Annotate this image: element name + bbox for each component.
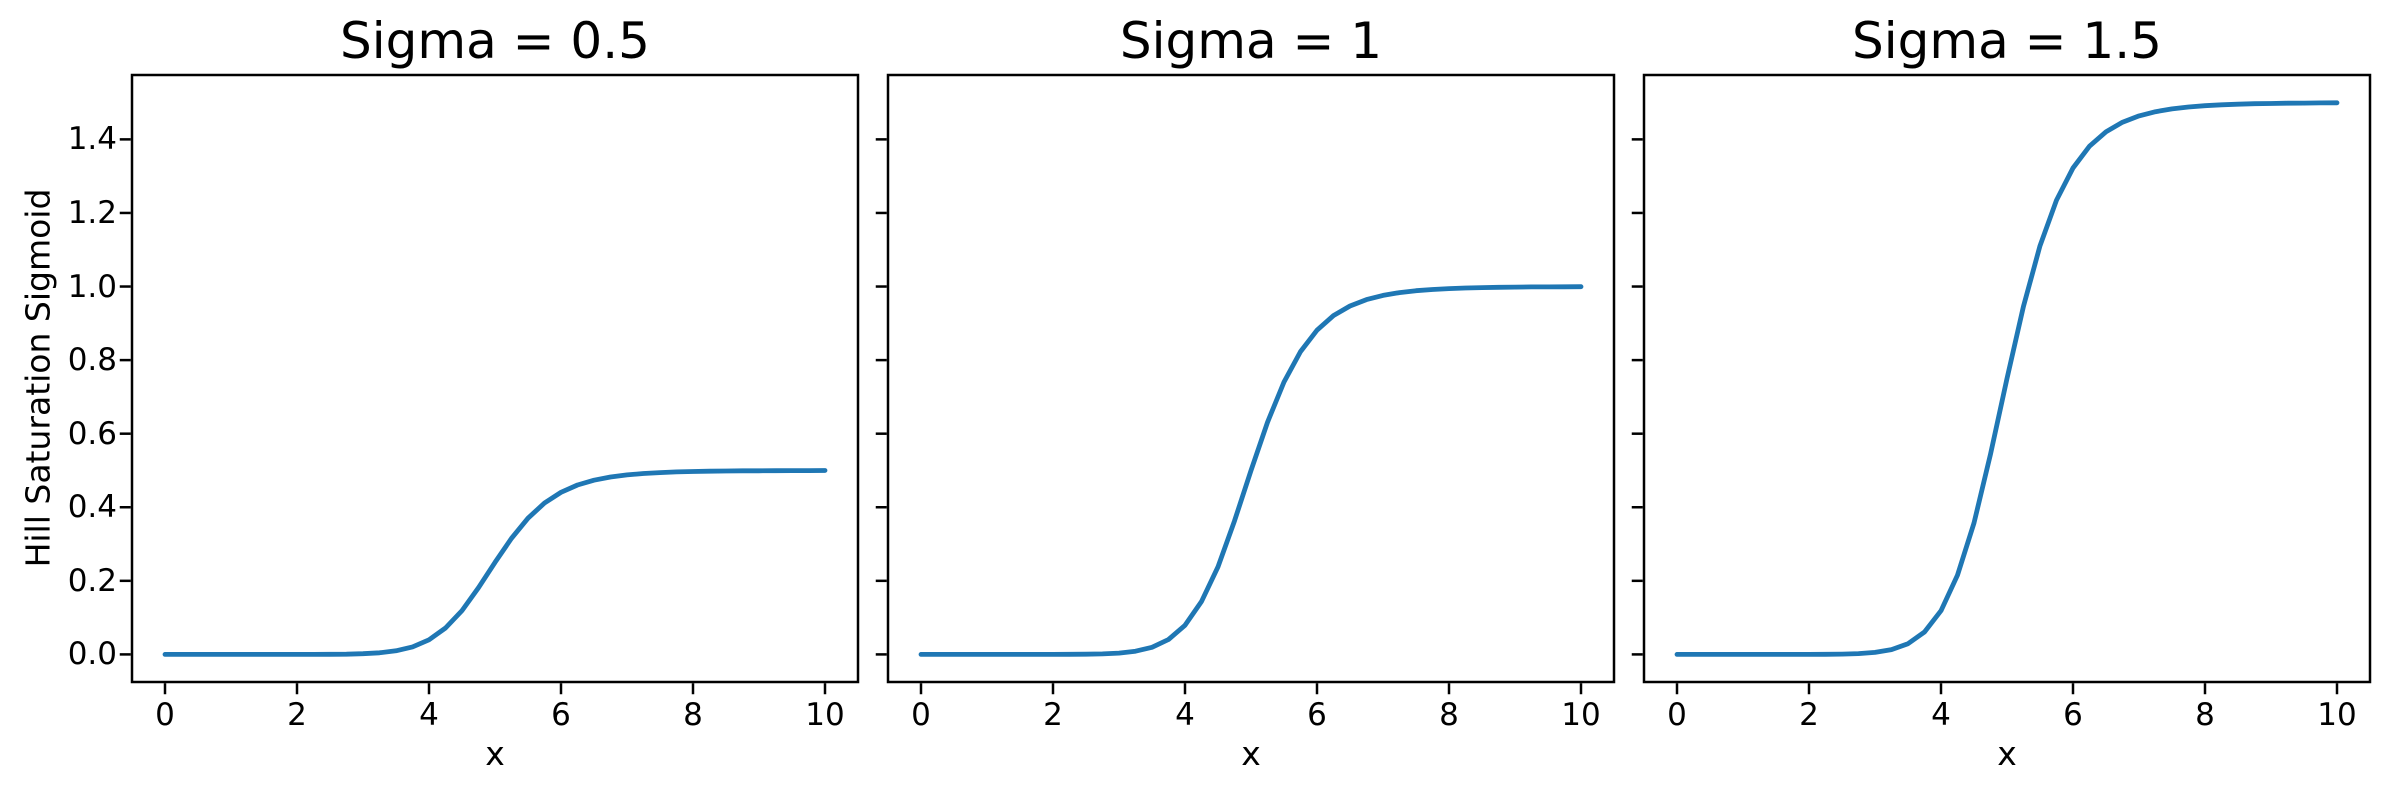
subplot-title: Sigma = 1 — [1119, 12, 1383, 70]
x-axis-label: x — [485, 734, 505, 773]
subplot-title: Sigma = 0.5 — [340, 12, 650, 70]
y-tick-label: 0.2 — [67, 562, 117, 599]
curve-line-sigma-0.5 — [162, 468, 828, 657]
x-tick-label: 10 — [805, 697, 845, 733]
y-tick-label: 1.0 — [67, 268, 117, 305]
plot-border — [130, 73, 860, 684]
x-tick-label: 2 — [1043, 697, 1063, 733]
curve-line-sigma-1 — [918, 284, 1584, 657]
x-tick-label: 4 — [1931, 697, 1951, 733]
x-tick-label: 0 — [911, 697, 931, 733]
x-tick-label: 0 — [155, 697, 175, 733]
x-tick-label: 6 — [2063, 697, 2083, 733]
x-tick-label: 6 — [1307, 697, 1327, 733]
y-tick-label: 0.6 — [67, 415, 117, 452]
x-tick-label: 8 — [2195, 697, 2215, 733]
y-tick-label: 0.4 — [67, 489, 117, 526]
y-tick-label: 1.2 — [67, 194, 117, 231]
x-tick-label: 2 — [287, 697, 307, 733]
plot-border — [1642, 73, 2372, 684]
curve-line-sigma-1.5 — [1674, 100, 2340, 657]
y-tick-label: 0.8 — [67, 342, 117, 379]
y-tick-label: 1.4 — [67, 121, 117, 158]
x-tick-label: 6 — [551, 697, 571, 733]
x-tick-label: 10 — [2317, 697, 2357, 733]
x-tick-label: 8 — [1439, 697, 1459, 733]
subplot-title: Sigma = 1.5 — [1852, 12, 2162, 70]
x-axis-label: x — [1997, 734, 2017, 773]
y-tick-label: 0.0 — [67, 636, 117, 673]
x-tick-label: 0 — [1667, 697, 1687, 733]
x-tick-label: 10 — [1561, 697, 1601, 733]
x-tick-label: 2 — [1799, 697, 1819, 733]
x-tick-label: 4 — [419, 697, 439, 733]
x-tick-label: 8 — [683, 697, 703, 733]
x-tick-label: 4 — [1175, 697, 1195, 733]
plot-border — [886, 73, 1616, 684]
x-axis-label: x — [1241, 734, 1261, 773]
